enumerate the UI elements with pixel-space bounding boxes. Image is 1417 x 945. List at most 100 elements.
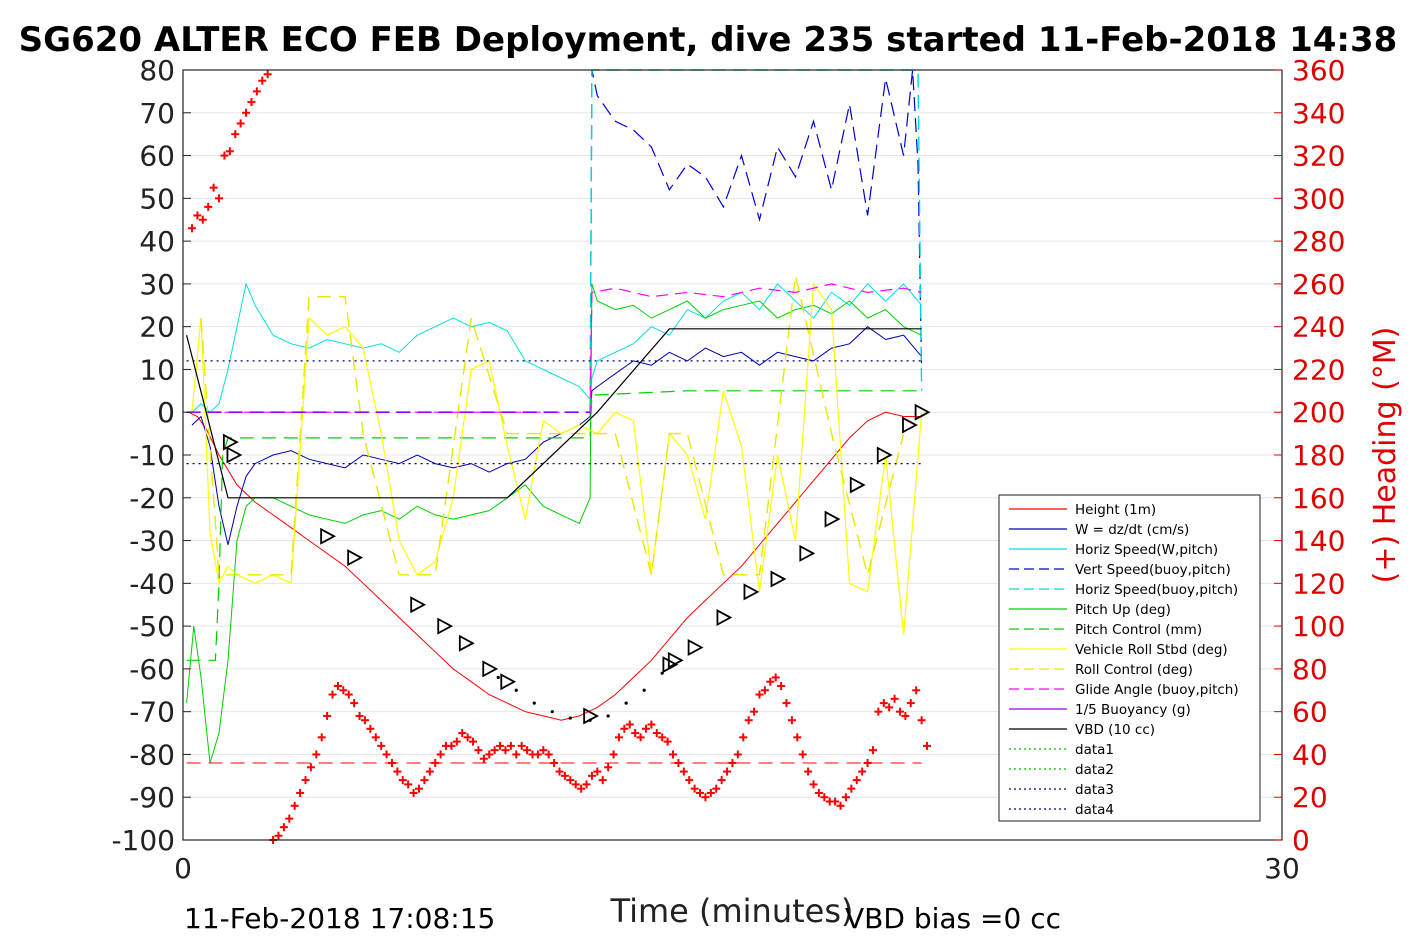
y-tick-label: -20 [129,482,175,515]
y-tick-label: 30 [139,268,175,301]
heading-point [571,780,580,789]
footer-timestamp: 11-Feb-2018 17:08:15 [184,902,495,935]
heading-point [831,797,840,806]
y2-tick-label: 60 [1292,696,1328,729]
y2-tick-label: 120 [1292,567,1345,600]
footer-vbd-bias: VBD bias =0 cc [845,902,1061,935]
heading-point [917,716,926,725]
heading-point [463,733,472,742]
legend-entry: Glide Angle (buoy,pitch) [1075,682,1239,698]
heading-point [496,741,505,750]
heading-point [436,750,445,759]
turn-marker [716,609,733,627]
heading-point [912,686,921,695]
y2-tick-label: 240 [1292,311,1345,344]
heading-point [641,724,650,733]
legend-entry: Pitch Control (mm) [1075,622,1202,638]
heading-point [744,716,753,725]
heading-point [296,788,305,797]
heading-point [550,759,559,767]
series-vert-buoy-line [589,69,923,413]
y-tick-label: 0 [157,396,175,429]
series-roll-control-line [200,275,905,576]
heading-point [469,737,478,746]
apogee-dot [496,675,500,680]
heading-point [733,750,742,759]
x-axis-ticks: 0 30 [174,832,1300,885]
x-axis-label: Time (minutes) [610,892,854,930]
heading-point [712,784,721,793]
turn-marker [876,446,893,464]
heading-point [723,767,732,776]
heading-point [690,784,699,793]
heading-points [188,70,931,844]
heading-point [431,759,440,767]
heading-point [366,724,375,733]
heading-point [225,147,234,156]
heading-point [404,780,413,789]
heading-point [204,202,213,211]
heading-point [874,707,883,716]
heading-point [533,750,542,759]
turn-marker [824,510,841,528]
heading-point [231,130,240,139]
heading-point [663,737,672,746]
heading-point [512,750,521,759]
heading-point [382,750,391,759]
legend-entry: W = dz/dt (cm/s) [1075,522,1189,538]
heading-point [674,759,683,767]
heading-point [555,767,564,776]
heading-point [544,750,553,759]
y-tick-label: 70 [139,97,175,130]
y2-tick-label: 40 [1292,738,1328,771]
apogee-dot [514,688,518,692]
series-height-line [188,411,922,721]
heading-point [863,759,872,767]
series-vbd-line [186,328,922,499]
heading-point [906,699,915,708]
turn-marker [320,527,337,545]
turn-marker [799,544,816,562]
heading-point [539,746,548,755]
apogee-dot [642,688,646,692]
heading-point [247,98,256,107]
heading-point [452,737,461,746]
heading-point [620,724,629,733]
turn-marker [437,617,454,635]
heading-point [852,776,861,785]
heading-point [604,763,613,772]
turn-marker [410,596,427,614]
apogee-dot [550,710,554,714]
heading-point [323,711,332,720]
y2-tick-label: 280 [1292,225,1345,258]
legend-entry: data4 [1075,802,1114,818]
legend-entry: 1/5 Buoyancy (g) [1075,702,1191,718]
heading-point [447,741,456,750]
legend-entry: Vehicle Roll Stbd (deg) [1075,642,1228,658]
y2-tick-label: 200 [1292,396,1345,429]
y2-tick-label: 80 [1292,653,1328,686]
heading-point [242,108,251,117]
heading-point [923,741,931,750]
heading-point [414,784,423,793]
heading-point [236,119,245,128]
heading-point [506,741,515,750]
series-pitch-control-line [186,390,922,661]
heading-point [858,767,867,776]
heading-point [350,699,359,708]
heading-point [804,767,813,776]
heading-point [582,780,591,789]
x-tick-label: 0 [174,852,192,885]
heading-point [523,746,532,755]
y-axis-left-ticks: 80 70 60 50 40 30 20 10 0 -10 -20 -30 -40 -50 -60 -70 -8… [111,54,191,857]
heading-point [344,690,353,699]
y2-tick-label: 100 [1292,610,1345,643]
heading-point [474,746,483,755]
y-tick-label: 20 [139,311,175,344]
heading-point [685,776,694,785]
turn-marker [347,549,364,567]
x-tick-label: 30 [1264,852,1300,885]
heading-point [750,707,759,716]
heading-point [360,716,369,725]
